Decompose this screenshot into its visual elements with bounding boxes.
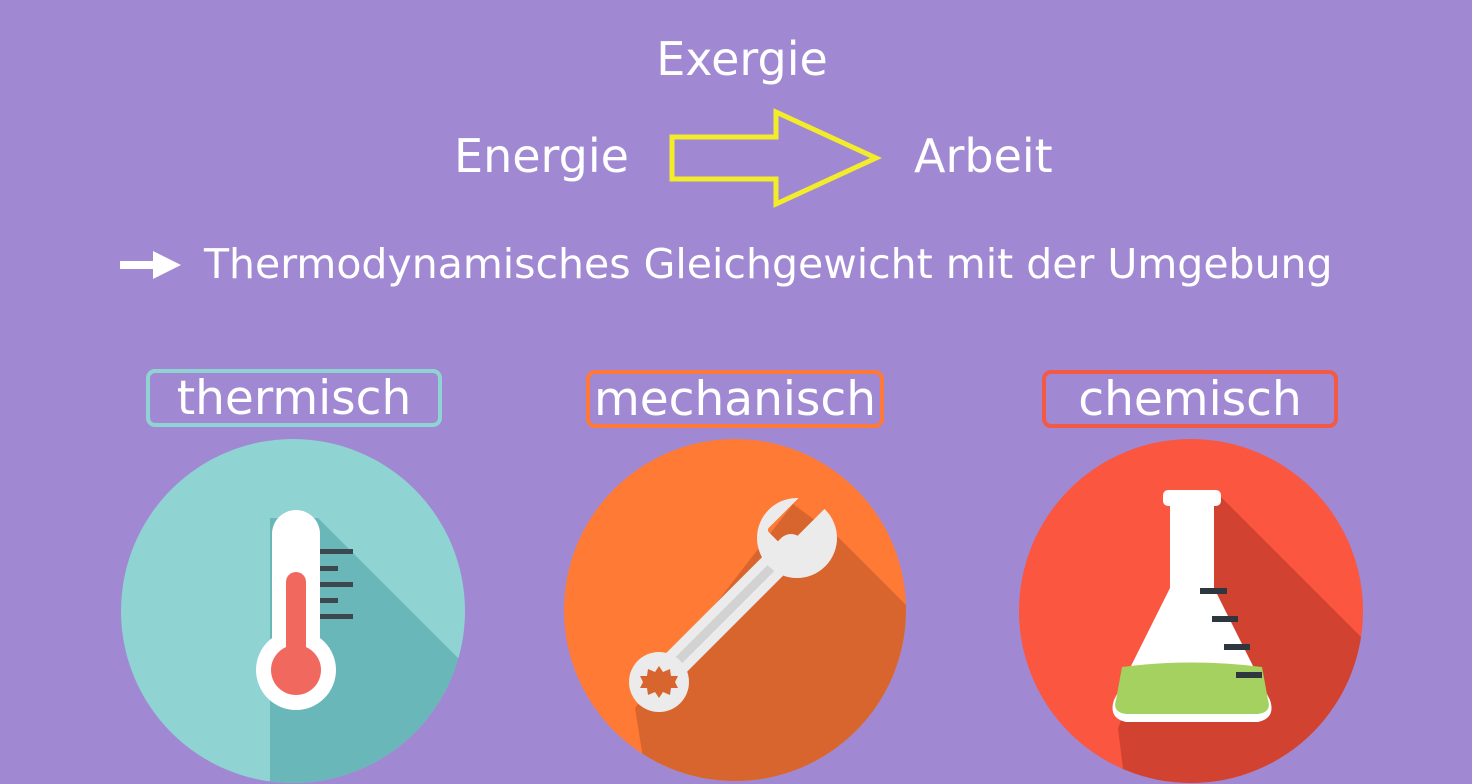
bullet-arrow-icon bbox=[120, 251, 181, 279]
equilibrium-statement: Thermodynamisches Gleichgewicht mit der … bbox=[204, 240, 1333, 288]
flask-icon bbox=[1018, 438, 1364, 784]
label-thermisch-text: thermisch bbox=[176, 370, 412, 426]
title-exergie: Exergie bbox=[656, 32, 828, 86]
conversion-arrow-icon bbox=[669, 108, 882, 208]
wrench-icon bbox=[563, 438, 907, 782]
term-arbeit: Arbeit bbox=[914, 129, 1053, 183]
label-thermisch: thermisch bbox=[146, 369, 442, 427]
term-energie: Energie bbox=[454, 129, 629, 183]
label-chemisch-text: chemisch bbox=[1078, 371, 1302, 427]
label-mechanisch: mechanisch bbox=[586, 370, 884, 428]
label-chemisch: chemisch bbox=[1042, 370, 1338, 428]
thermometer-icon bbox=[120, 438, 466, 784]
label-mechanisch-text: mechanisch bbox=[593, 371, 877, 427]
